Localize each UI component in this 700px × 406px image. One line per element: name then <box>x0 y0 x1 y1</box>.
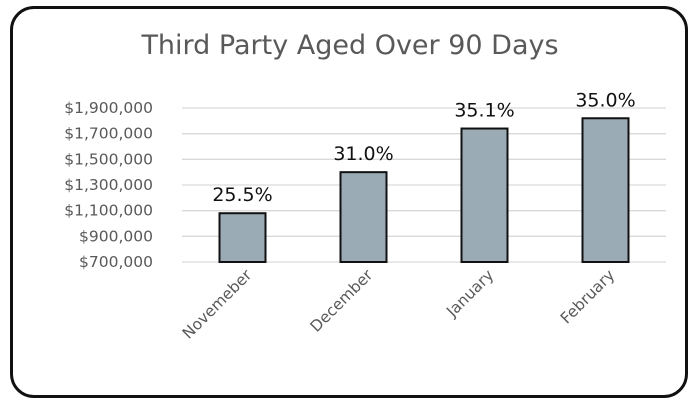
chart-title: Third Party Aged Over 90 Days <box>141 30 559 61</box>
category-label: Novemeber <box>179 266 256 343</box>
bar <box>339 171 388 264</box>
data-label: 35.0% <box>575 89 635 111</box>
bar <box>218 212 267 264</box>
category-label: December <box>307 266 377 336</box>
category-label: January <box>442 266 497 321</box>
y-tick-label: $1,500,000 <box>64 150 153 168</box>
y-tick-label: $900,000 <box>79 227 153 245</box>
data-label: 31.0% <box>333 143 393 165</box>
bar <box>581 117 630 264</box>
y-tick-label: $1,700,000 <box>64 125 153 143</box>
bar <box>460 127 509 263</box>
data-label: 25.5% <box>212 184 272 206</box>
y-tick-label: $1,900,000 <box>64 99 153 117</box>
y-tick-label: $1,300,000 <box>64 176 153 194</box>
data-label: 35.1% <box>454 100 514 122</box>
category-label: February <box>557 266 618 327</box>
y-tick-label: $1,100,000 <box>64 202 153 220</box>
y-tick-label: $700,000 <box>79 253 153 271</box>
